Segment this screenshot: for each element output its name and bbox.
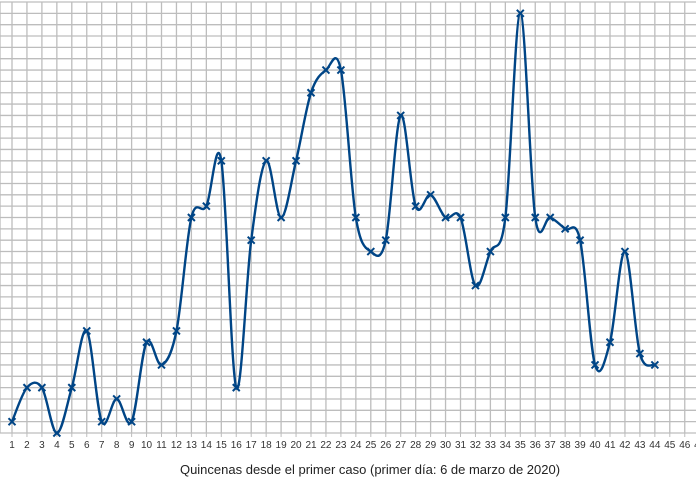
data-point-marker (321, 65, 331, 75)
data-point-marker (411, 201, 420, 211)
data-point-marker (590, 360, 600, 370)
x-tick-label: 33 (485, 440, 497, 451)
x-tick-label: 20 (290, 440, 302, 451)
x-tick-label: 24 (350, 440, 362, 451)
x-tick-label: 31 (455, 440, 467, 451)
x-tick-label: 2 (24, 440, 30, 451)
data-point-marker (545, 213, 555, 222)
x-tick-label: 29 (425, 440, 437, 451)
data-point-marker (516, 9, 525, 18)
data-point-marker (306, 88, 316, 97)
x-tick-label: 36 (530, 440, 542, 451)
x-tick-label: 19 (276, 440, 288, 451)
x-tick-label: 40 (589, 440, 601, 451)
x-tick-label: 14 (201, 440, 213, 451)
data-point-marker (605, 338, 615, 347)
data-point-marker (37, 383, 47, 392)
x-tick-label: 37 (545, 440, 557, 451)
data-point-marker (620, 247, 630, 256)
data-point-marker (127, 417, 136, 426)
x-tick-label: 11 (156, 440, 167, 451)
x-tick-label: 12 (171, 440, 183, 451)
x-tick-label: 26 (380, 440, 392, 451)
x-tick-label: 27 (395, 440, 407, 451)
data-point-marker (531, 213, 540, 222)
data-point-marker (426, 190, 435, 200)
x-tick-label: 1 (9, 440, 15, 451)
x-tick-label: 22 (320, 440, 332, 451)
data-point-marker (157, 360, 166, 370)
data-point-marker (351, 213, 361, 222)
data-point-marker (650, 360, 660, 370)
data-point-marker (366, 247, 376, 256)
x-tick-label: 7 (99, 440, 105, 451)
x-tick-labels: 1 2 3 4 5 6 7 8 9 10 11 12 13 14 15 16 17 18 19 20 21 22 23 24 2… (9, 440, 696, 451)
data-point-marker (291, 156, 301, 165)
data-point-marker (22, 383, 32, 392)
x-tick-label: 5 (69, 440, 75, 451)
data-point-marker (456, 213, 465, 222)
x-tick-label: 15 (216, 440, 228, 451)
x-tick-label: 32 (470, 440, 482, 451)
x-tick-label: 45 (664, 440, 676, 451)
data-point-marker (217, 156, 226, 165)
x-tick-label: 23 (335, 440, 347, 451)
data-point-marker (187, 213, 196, 222)
x-tick-label: 46 (679, 440, 691, 451)
data-point-marker (202, 201, 211, 211)
data-point-marker (441, 213, 450, 222)
series-markers (7, 9, 660, 438)
grid (0, 1, 696, 437)
x-tick-label: 38 (560, 440, 572, 451)
data-point-marker (486, 247, 495, 256)
data-point-marker (635, 349, 645, 358)
x-tick-label: 30 (440, 440, 452, 451)
x-tick-label: 13 (186, 440, 198, 451)
data-point-marker (97, 417, 106, 426)
data-point-marker (112, 394, 121, 404)
x-tick-label: 3 (39, 440, 45, 451)
data-point-marker (67, 383, 77, 392)
x-tick-label: 21 (305, 440, 317, 451)
x-tick-label: 44 (649, 440, 661, 451)
x-tick-label: 28 (410, 440, 422, 451)
data-point-marker (276, 213, 286, 222)
data-point-marker (7, 417, 17, 426)
data-point-marker (232, 383, 241, 392)
x-tick-label: 39 (575, 440, 587, 451)
x-tick-label: 47 (694, 440, 696, 451)
x-tick-label: 4 (54, 440, 60, 451)
data-point-marker (172, 326, 181, 336)
x-tick-label: 41 (604, 440, 616, 451)
x-tick-label: 43 (634, 440, 646, 451)
x-tick-label: 18 (261, 440, 273, 451)
data-point-marker (246, 235, 256, 245)
x-tick-label: 8 (114, 440, 120, 451)
data-point-marker (396, 111, 405, 120)
data-point-marker (471, 281, 480, 290)
x-tick-label: 34 (500, 440, 512, 451)
x-tick-label: 6 (84, 440, 90, 451)
data-point-marker (52, 428, 62, 438)
x-tick-label: 42 (619, 440, 631, 451)
x-tick-label: 25 (365, 440, 377, 451)
x-tick-label: 35 (515, 440, 527, 451)
x-tick-label: 16 (231, 440, 243, 451)
data-point-marker (501, 213, 510, 222)
series-line (10, 12, 656, 435)
x-tick-label: 10 (141, 440, 153, 451)
data-point-marker (560, 224, 570, 234)
x-tick-label: 9 (129, 440, 135, 451)
x-tick-label: 17 (246, 440, 258, 451)
data-point-marker (261, 156, 271, 165)
x-axis-label: Quincenas desde el primer caso (primer d… (180, 462, 560, 477)
data-point-marker (575, 235, 585, 245)
data-point-marker (82, 326, 91, 336)
data-point-marker (336, 65, 346, 75)
data-point-marker (142, 338, 151, 347)
data-point-marker (381, 235, 390, 245)
